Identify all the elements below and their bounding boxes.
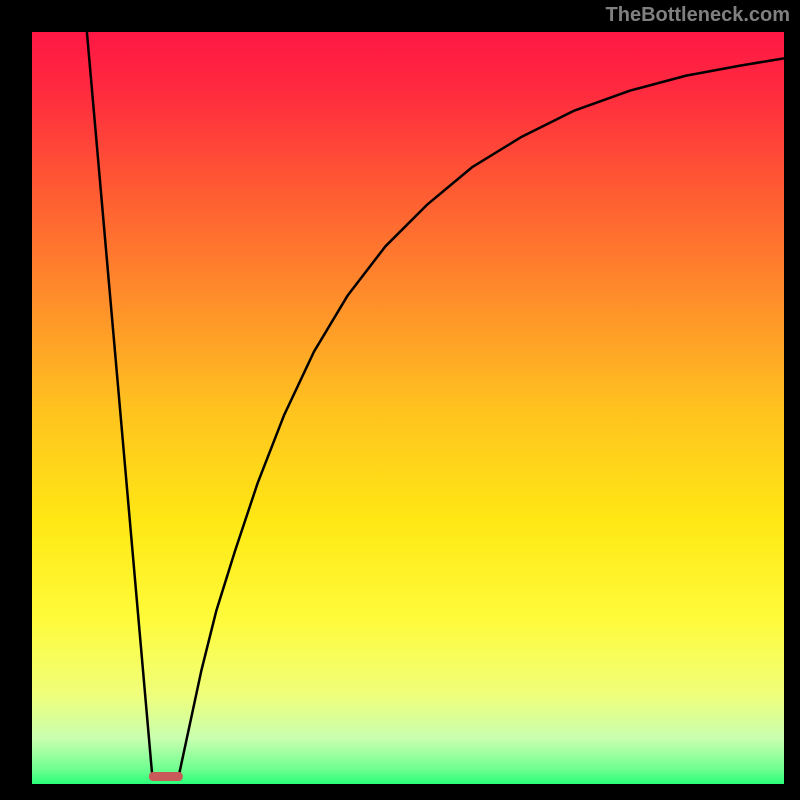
plot-background	[32, 32, 784, 784]
bottleneck-chart: TheBottleneck.com	[0, 0, 800, 800]
plot-svg	[32, 32, 784, 784]
optimal-marker	[149, 772, 183, 781]
watermark-text: TheBottleneck.com	[606, 4, 790, 27]
